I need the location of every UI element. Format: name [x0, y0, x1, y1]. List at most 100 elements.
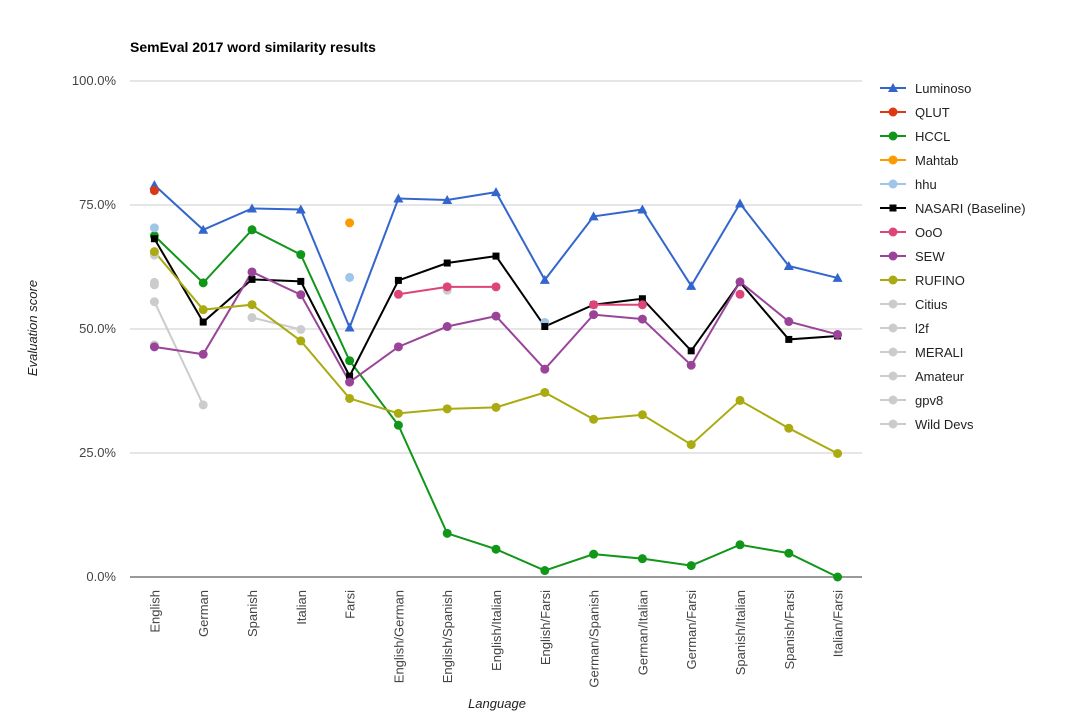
data-point-luminoso — [393, 193, 404, 203]
legend-item-sew: SEW — [880, 249, 945, 264]
series-line-citius — [153, 301, 205, 406]
y-tick-label: 0.0% — [86, 569, 116, 584]
legend-label: NASARI (Baseline) — [915, 201, 1026, 216]
data-point-ooo — [637, 300, 647, 310]
y-axis-title: Evaluation score — [25, 280, 40, 376]
legend-swatch-marker — [888, 395, 898, 405]
data-point-sew — [296, 290, 306, 300]
legend-label: Citius — [915, 297, 948, 312]
x-tick-label: Spanish/Italian — [733, 590, 748, 675]
legend-item-l2f: l2f — [880, 321, 929, 336]
data-point-hccl — [784, 548, 794, 558]
data-point-hhu — [345, 272, 355, 282]
data-point-rufino — [296, 336, 306, 346]
data-point-sew — [491, 311, 501, 321]
data-point-hccl — [296, 250, 306, 260]
legend-label: gpv8 — [915, 393, 943, 408]
data-point-luminoso — [295, 204, 306, 214]
series-lines — [153, 184, 839, 578]
data-point-gpv8 — [296, 324, 306, 334]
data-point-luminoso — [783, 261, 794, 271]
data-point-hccl — [686, 561, 696, 571]
data-point-luminoso — [588, 211, 599, 221]
data-point-ooo — [442, 282, 452, 292]
data-point-hhu — [149, 223, 159, 233]
data-point-rufino — [686, 440, 696, 450]
y-axis-ticks: 0.0% 25.0% 50.0% 75.0% 100.0% — [72, 73, 117, 584]
data-point-hccl — [637, 554, 647, 564]
legend-swatch-marker — [888, 299, 898, 309]
data-point-nasari-baseline — [638, 295, 646, 303]
legend-item-nasari-baseline: NASARI (Baseline) — [880, 201, 1026, 216]
series-points — [149, 180, 843, 582]
data-point-nasari-baseline — [492, 252, 500, 260]
y-tick-label: 100.0% — [72, 73, 117, 88]
data-point-citius — [149, 297, 159, 307]
x-tick-label: German/Italian — [635, 590, 650, 675]
data-point-luminoso — [247, 203, 257, 213]
data-point-nasari-baseline — [199, 318, 207, 326]
data-point-ooo — [393, 289, 403, 299]
data-point-citius — [198, 400, 208, 410]
data-point-luminoso — [539, 274, 550, 284]
data-point-nasari-baseline — [346, 372, 354, 380]
data-point-hccl — [589, 549, 599, 559]
data-point-hccl — [247, 225, 257, 235]
data-point-gpv8 — [247, 313, 257, 323]
data-point-nasari-baseline — [248, 275, 256, 283]
data-point-rufino — [198, 305, 208, 315]
data-point-ooo — [491, 282, 501, 292]
data-point-ooo — [589, 300, 599, 310]
legend-item-qlut: QLUT — [880, 105, 950, 120]
data-point-nasari-baseline — [443, 259, 451, 267]
data-point-sew — [198, 349, 208, 359]
data-point-rufino — [345, 393, 355, 403]
chart-title: SemEval 2017 word similarity results — [130, 39, 376, 55]
data-point-hccl — [540, 566, 550, 576]
data-point-hccl — [345, 356, 355, 366]
data-point-nasari-baseline — [785, 335, 793, 343]
legend-item-gpv8: gpv8 — [880, 393, 943, 408]
x-tick-label: German/Spanish — [587, 590, 602, 688]
legend-item-merali: MERALI — [880, 345, 963, 360]
legend-item-mahtab: Mahtab — [880, 153, 958, 168]
data-point-luminoso — [344, 322, 355, 332]
legend-label: Luminoso — [915, 81, 971, 96]
data-point-sew — [149, 342, 159, 352]
data-point-sew — [833, 329, 843, 339]
y-tick-label: 25.0% — [79, 445, 116, 460]
legend-label: RUFINO — [915, 273, 965, 288]
x-tick-label: English — [147, 590, 162, 633]
legend-label: SEW — [915, 249, 945, 264]
legend-swatch-marker — [888, 227, 898, 237]
data-point-rufino — [784, 423, 794, 433]
data-point-ooo — [735, 289, 745, 299]
legend-swatch-marker — [889, 204, 897, 212]
data-point-hccl — [491, 544, 501, 554]
data-point-rufino — [491, 402, 501, 412]
data-point-luminoso — [442, 195, 453, 205]
legend-item-hhu: hhu — [880, 177, 937, 192]
data-point-sew — [442, 322, 452, 332]
x-tick-label: Italian — [294, 590, 309, 625]
y-tick-label: 75.0% — [79, 197, 116, 212]
data-point-amateur — [149, 280, 159, 290]
data-point-rufino — [735, 395, 745, 405]
legend-swatch-marker — [888, 347, 898, 357]
legend-label: OoO — [915, 225, 942, 240]
x-tick-label: English/Farsi — [538, 590, 553, 665]
data-point-nasari-baseline — [541, 323, 549, 331]
legend-swatch-marker — [888, 371, 898, 381]
data-point-luminoso — [735, 198, 745, 208]
data-point-hccl — [393, 420, 403, 430]
legend-item-luminoso: Luminoso — [880, 81, 971, 96]
data-point-luminoso — [491, 187, 501, 197]
data-point-nasari-baseline — [394, 276, 402, 284]
legend-swatch-marker — [888, 83, 898, 92]
data-point-rufino — [393, 408, 403, 418]
legend-swatch-marker — [888, 251, 898, 261]
data-point-sew — [345, 377, 355, 387]
x-tick-label: English/Spanish — [440, 590, 455, 683]
data-point-hccl — [442, 528, 452, 538]
